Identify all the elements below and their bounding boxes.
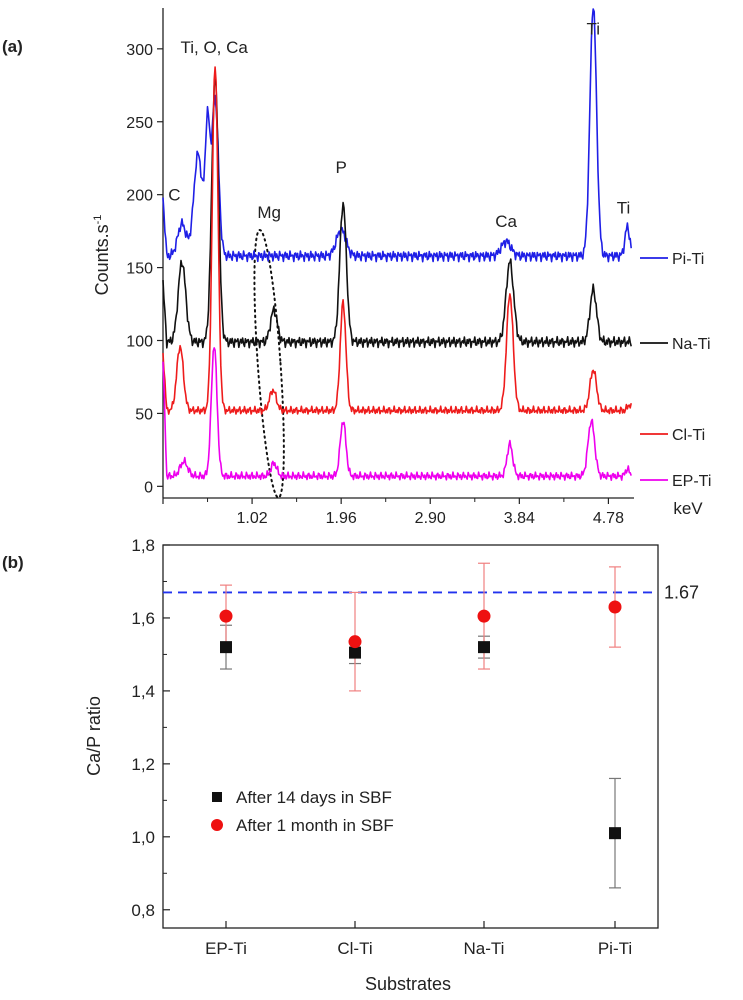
y-tick-label: 1,2 — [131, 755, 155, 774]
mg-region-ellipse — [253, 228, 285, 499]
y-tick-label: 0 — [144, 479, 153, 496]
panel-b-x-axis: EP-Ti Cl-Ti Na-Ti Pi-Ti — [205, 921, 632, 958]
peak-label: Ca — [495, 212, 517, 231]
x-tick-label: 3.84 — [504, 510, 535, 527]
peak-labels: C Ti, O, Ca Mg P Ca Ti Ti — [168, 19, 630, 231]
y-tick-label: 250 — [126, 115, 153, 132]
point-1-month — [608, 600, 622, 614]
panel-a-y-axis-label: Counts.s-1 — [92, 215, 112, 296]
panel-b-y-axis-label: Ca/P ratio — [84, 696, 104, 776]
x-tick-label: 1.02 — [237, 510, 268, 527]
peak-label: Ti, O, Ca — [180, 38, 248, 57]
y-tick-label: 1,0 — [131, 828, 155, 847]
ratio-points — [219, 562, 622, 889]
point-1-month — [477, 609, 491, 623]
x-tick-label: 2.90 — [415, 510, 446, 527]
series-line-cl-ti — [162, 66, 632, 415]
y-tick-label: 200 — [126, 188, 153, 205]
legend-label-ep-ti: EP-Ti — [672, 473, 711, 490]
y-tick-label: 1,8 — [131, 536, 155, 555]
panel-a-y-axis: 0 50 100 150 200 250 300 — [126, 8, 164, 498]
x-tick-label: Cl-Ti — [337, 939, 372, 958]
reference-line: 1.67 — [163, 582, 699, 602]
y-tick-label: 300 — [126, 42, 153, 59]
y-tick-label: 1,6 — [131, 609, 155, 628]
panel-a-spectrum: (a) 0 50 100 150 200 250 300 1.02 1.96 2.90 3.84 4… — [2, 8, 711, 527]
point-14-days — [609, 827, 621, 840]
panel-b-x-axis-label: Substrates — [365, 974, 451, 994]
reference-label: 1.67 — [664, 582, 699, 602]
x-tick-label: Na-Ti — [464, 939, 505, 958]
peak-label: Ti — [617, 199, 631, 218]
x-tick-label: Pi-Ti — [598, 939, 632, 958]
panel-a-legend: Pi-Ti Na-Ti Cl-Ti EP-Ti — [640, 251, 711, 490]
panel-b-label: (b) — [2, 553, 24, 572]
series-line-na-ti — [162, 74, 632, 349]
y-tick-label: 1,4 — [131, 682, 155, 701]
legend-label-cl-ti: Cl-Ti — [672, 427, 705, 444]
panel-a-label: (a) — [2, 37, 23, 56]
panel-b-y-axis: 0,8 1,0 1,2 1,4 1,6 1,8 — [131, 536, 170, 920]
peak-label: C — [168, 186, 180, 205]
legend-label: After 1 month in SBF — [236, 816, 394, 835]
legend-marker-square — [212, 792, 222, 802]
point-14-days — [349, 646, 361, 659]
panel-a-x-axis-label: keV — [673, 499, 703, 518]
x-tick-label: 1.96 — [326, 510, 357, 527]
point-1-month — [348, 635, 362, 649]
spectrum-series — [162, 8, 632, 481]
legend-label-na-ti: Na-Ti — [672, 336, 711, 353]
x-tick-label: 4.78 — [593, 510, 624, 527]
peak-label: Ti — [586, 19, 600, 38]
panel-b-ratio: (b) 0,8 1,0 1,2 1,4 1,6 1,8 EP-Ti Cl-Ti Na-Ti Pi… — [2, 536, 699, 994]
x-tick-label: EP-Ti — [205, 939, 247, 958]
legend-label: After 14 days in SBF — [236, 788, 392, 807]
point-14-days — [478, 641, 490, 654]
y-tick-label: 0,8 — [131, 901, 155, 920]
panel-b-legend: After 14 days in SBF After 1 month in SBF — [211, 788, 394, 835]
series-line-pi-ti — [162, 8, 632, 263]
y-tick-label: 100 — [126, 334, 153, 351]
mg-ellipse — [253, 228, 285, 499]
legend-label-pi-ti: Pi-Ti — [672, 251, 704, 268]
point-14-days — [220, 641, 232, 654]
panel-a-x-axis: 1.02 1.96 2.90 3.84 4.78 — [162, 497, 634, 527]
series-line-ep-ti — [162, 347, 632, 481]
point-1-month — [219, 609, 233, 623]
legend-marker-circle — [211, 819, 223, 831]
y-tick-label: 50 — [135, 406, 153, 423]
peak-label: Mg — [257, 203, 281, 222]
peak-label: P — [335, 158, 346, 177]
panel-b-plot-frame — [162, 544, 659, 929]
y-tick-label: 150 — [126, 261, 153, 278]
